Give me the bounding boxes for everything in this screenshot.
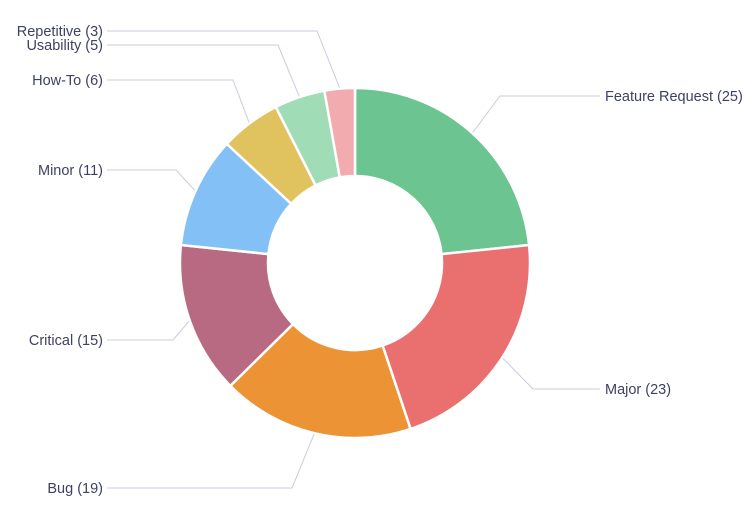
pie-slice-feature-request[interactable] [353,86,531,256]
leader-line-minor [107,169,196,191]
slice-label-usability: Usability (5) [26,38,103,54]
leader-line-how-to [107,79,250,123]
leader-line-usability [107,44,300,97]
slice-label-minor: Minor (11) [38,163,103,179]
slice-label-feature-request: Feature Request (25) [605,89,743,105]
leader-line-critical [107,320,190,341]
slice-label-critical: Critical (15) [29,333,103,349]
slice-label-bug: Bug (19) [47,481,103,497]
leader-line-feature-request [472,95,600,133]
leader-line-major [502,357,600,390]
pie-slice-repetitive[interactable] [323,86,357,179]
slice-label-repetitive: Repetitive (3) [17,24,103,40]
leader-line-repetitive [107,30,340,88]
pie-slice-bug[interactable] [229,322,412,440]
pie-slice-major[interactable] [381,243,532,431]
leader-line-bug [107,433,315,489]
slice-label-major: Major (23) [605,382,671,398]
slice-label-how-to: How-To (6) [32,73,103,89]
